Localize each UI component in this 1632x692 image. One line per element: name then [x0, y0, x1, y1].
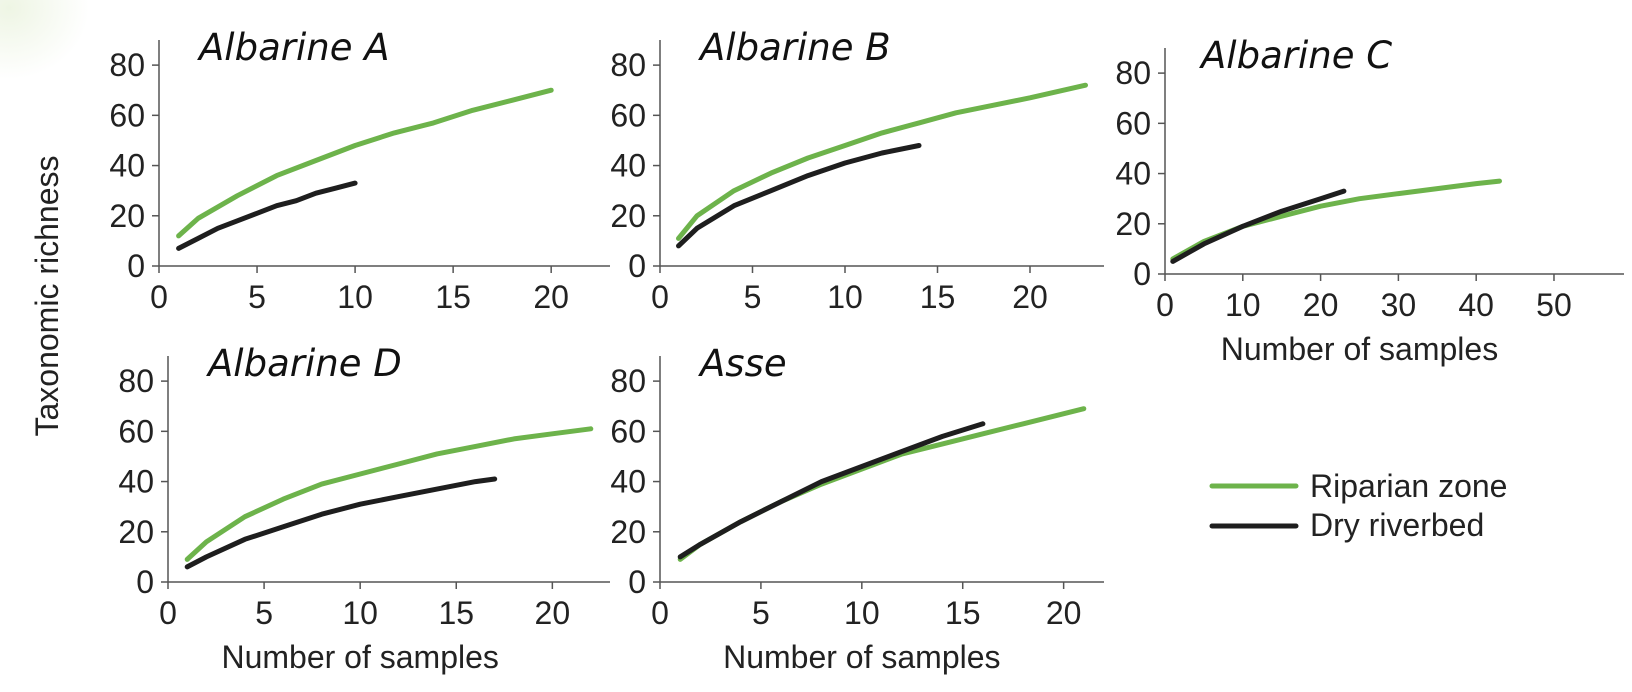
- x-tick-label-asse: 10: [844, 595, 880, 631]
- y-tick-label-albarine-a: 20: [109, 198, 145, 234]
- y-tick-label-albarine-d: 0: [136, 564, 154, 600]
- y-tick-label-albarine-c: 0: [1133, 256, 1151, 292]
- series-line-dry-riverbed-asse: [677, 421, 986, 560]
- y-tick-label-albarine-c: 40: [1115, 156, 1151, 192]
- y-tick-label-albarine-a: 40: [109, 148, 145, 184]
- x-tick-label-albarine-d: 15: [438, 595, 474, 631]
- panel-title-albarine-b: Albarine B: [698, 26, 891, 69]
- y-tick-label-albarine-a: 80: [109, 47, 145, 83]
- y-tick-label-albarine-b: 20: [610, 198, 646, 234]
- x-tick-label-albarine-d: 0: [159, 595, 177, 631]
- x-tick-label-albarine-d: 5: [255, 595, 273, 631]
- x-tick-label-albarine-a: 0: [150, 279, 168, 315]
- background-corner-glow: [0, 0, 90, 80]
- y-tick-label-albarine-d: 60: [118, 413, 154, 449]
- shared-y-axis-title: Taxonomic richness: [29, 156, 65, 437]
- series-line-riparian-zone-albarine-a: [176, 87, 554, 239]
- x-tick-label-albarine-a: 20: [533, 279, 569, 315]
- panel-albarine-c: 0 20 40 60 80 0 10 20 30 40 50 Albarine C Number of …: [1115, 34, 1624, 367]
- y-tick-label-albarine-b: 0: [628, 248, 646, 284]
- x-tick-label-albarine-c: 30: [1381, 287, 1417, 323]
- x-tick-label-albarine-c: 10: [1225, 287, 1261, 323]
- series-line-dry-riverbed-albarine-b: [676, 143, 922, 249]
- x-tick-label-albarine-a: 5: [248, 279, 266, 315]
- y-tick-label-albarine-b: 80: [610, 47, 646, 83]
- panel-albarine-b: 0 20 40 60 80 0 5 10 15 20 Albarine B: [610, 26, 1104, 315]
- y-tick-label-albarine-b: 60: [610, 97, 646, 133]
- y-tick-label-asse: 20: [610, 514, 646, 550]
- panel-title-albarine-c: Albarine C: [1199, 34, 1392, 77]
- x-tick-label-albarine-c: 0: [1156, 287, 1174, 323]
- legend-label-riparian-zone: Riparian zone: [1310, 468, 1507, 504]
- x-tick-label-asse: 0: [651, 595, 669, 631]
- series-line-riparian-zone-albarine-b: [676, 82, 1088, 241]
- x-tick-label-albarine-d: 20: [535, 595, 571, 631]
- x-tick-label-albarine-b: 15: [920, 279, 956, 315]
- y-tick-label-albarine-a: 0: [127, 248, 145, 284]
- y-tick-label-asse: 40: [610, 464, 646, 500]
- y-tick-label-asse: 60: [610, 413, 646, 449]
- x-tick-label-albarine-c: 20: [1303, 287, 1339, 323]
- x-tick-label-asse: 15: [945, 595, 981, 631]
- y-tick-label-albarine-c: 80: [1115, 55, 1151, 91]
- legend-label-dry-riverbed: Dry riverbed: [1310, 507, 1484, 543]
- panel-asse: 0 20 40 60 80 0 5 10 15 20 Asse Number of samples: [610, 342, 1104, 675]
- series-line-riparian-zone-albarine-d: [184, 426, 594, 562]
- y-tick-label-albarine-d: 20: [118, 514, 154, 550]
- x-tick-label-albarine-d: 10: [342, 595, 378, 631]
- panel-title-albarine-d: Albarine D: [206, 342, 402, 385]
- panel-title-asse: Asse: [698, 342, 787, 385]
- panel-albarine-a: 0 20 40 60 80 0 5 10 15 20 Albarine A: [109, 26, 610, 315]
- x-tick-label-albarine-c: 40: [1458, 287, 1494, 323]
- x-tick-label-albarine-a: 10: [337, 279, 373, 315]
- x-tick-label-albarine-c: 50: [1536, 287, 1572, 323]
- series-line-dry-riverbed-albarine-d: [184, 476, 498, 570]
- x-tick-label-albarine-b: 20: [1012, 279, 1048, 315]
- y-tick-label-albarine-a: 60: [109, 97, 145, 133]
- x-tick-label-albarine-a: 15: [435, 279, 471, 315]
- y-tick-label-albarine-c: 60: [1115, 105, 1151, 141]
- series-line-dry-riverbed-albarine-c: [1170, 188, 1347, 264]
- x-tick-label-asse: 5: [752, 595, 770, 631]
- panel-albarine-d: 0 20 40 60 80 0 5 10 15 20 Albarine D Number of sam…: [118, 342, 610, 675]
- x-tick-label-albarine-b: 10: [827, 279, 863, 315]
- legend: Riparian zone Dry riverbed: [1209, 468, 1507, 543]
- y-tick-label-albarine-d: 40: [118, 464, 154, 500]
- x-tick-label-albarine-b: 5: [744, 279, 762, 315]
- y-tick-label-albarine-b: 40: [610, 148, 646, 184]
- x-axis-title-asse: Number of samples: [723, 639, 1000, 675]
- x-axis-title-albarine-c: Number of samples: [1221, 331, 1498, 367]
- panel-title-albarine-a: Albarine A: [197, 26, 390, 69]
- x-tick-label-asse: 20: [1046, 595, 1082, 631]
- y-tick-label-asse: 80: [610, 363, 646, 399]
- x-axis-title-albarine-d: Number of samples: [221, 639, 498, 675]
- panels: 0 20 40 60 80 0 5 10 15 20 Albarine A 0 20 40 60 80 0 5 10…: [109, 26, 1624, 675]
- series-line-riparian-zone-asse: [677, 406, 1087, 562]
- y-tick-label-albarine-d: 80: [118, 363, 154, 399]
- y-tick-label-albarine-c: 20: [1115, 206, 1151, 242]
- x-tick-label-albarine-b: 0: [651, 279, 669, 315]
- series-line-dry-riverbed-albarine-a: [176, 180, 358, 251]
- y-tick-label-asse: 0: [628, 564, 646, 600]
